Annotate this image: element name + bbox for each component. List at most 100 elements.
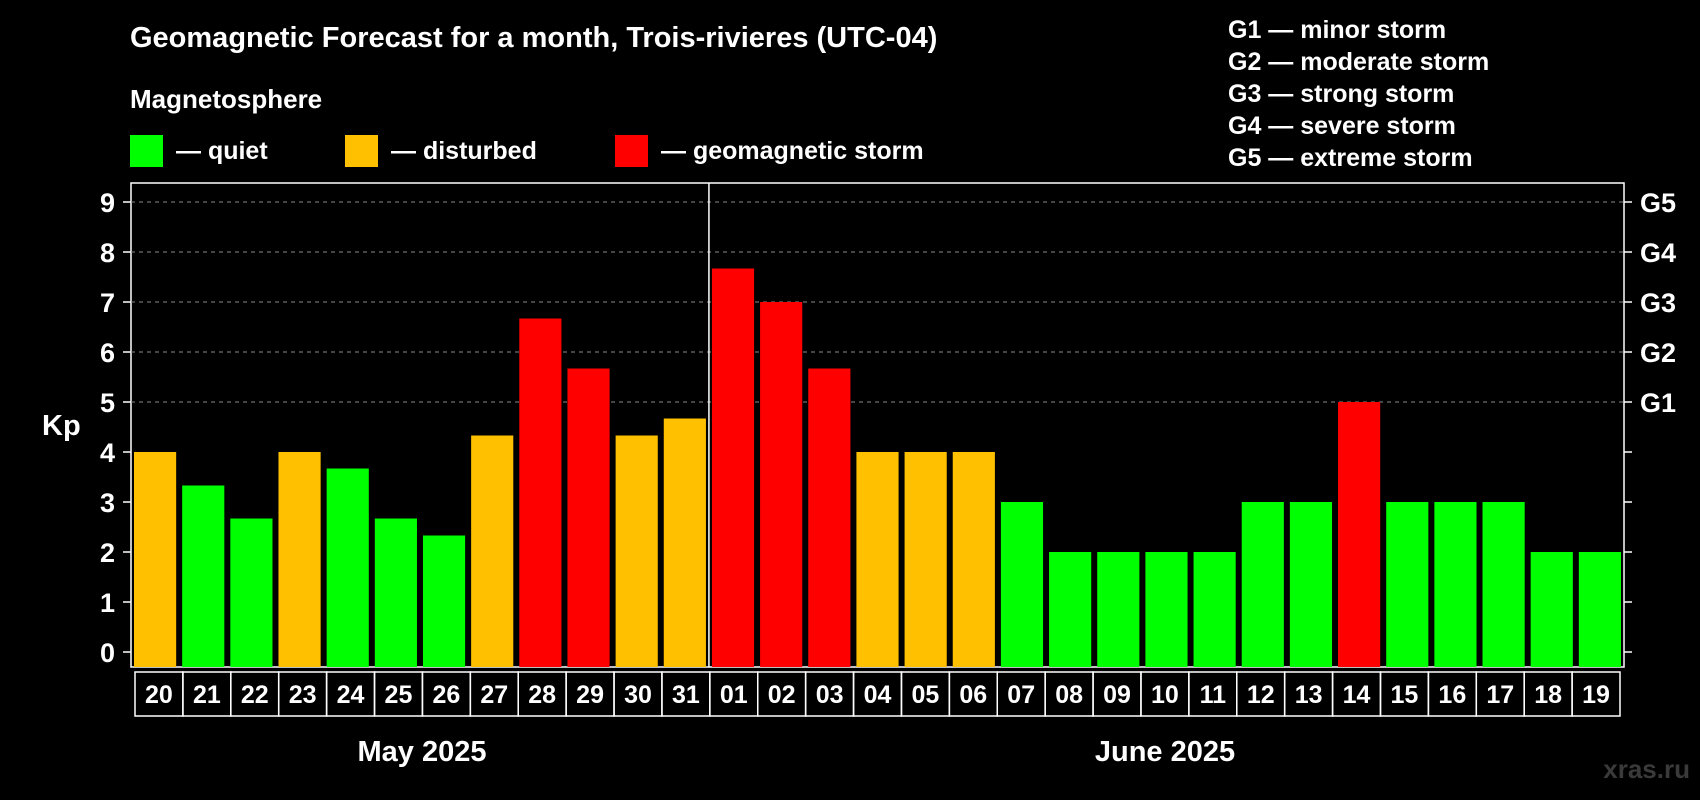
- date-label: 24: [337, 681, 365, 709]
- date-label: 27: [480, 681, 508, 709]
- bar: [1193, 552, 1236, 667]
- date-label: 04: [864, 681, 892, 709]
- g-scale-item: G1 — minor storm: [1228, 16, 1447, 44]
- legend-disturbed-label: — disturbed: [391, 136, 537, 165]
- bar: [230, 518, 273, 667]
- bar: [904, 452, 947, 667]
- bar: [519, 318, 562, 667]
- g-scale-item: G2 — moderate storm: [1228, 48, 1490, 76]
- date-label: 31: [672, 681, 700, 709]
- date-label: 19: [1582, 681, 1610, 709]
- bar: [134, 452, 177, 667]
- date-label: 28: [528, 681, 556, 709]
- bar: [326, 468, 369, 667]
- bar: [711, 268, 755, 667]
- bar: [1482, 502, 1525, 667]
- bar: [1530, 552, 1573, 667]
- g-scale-item: G5 — extreme storm: [1228, 144, 1473, 172]
- date-label: 11: [1200, 681, 1227, 709]
- y-tick-label: 4: [100, 438, 115, 468]
- chart-title: Geomagnetic Forecast for a month, Trois-…: [130, 22, 938, 54]
- bar: [856, 452, 899, 667]
- date-label: 09: [1103, 681, 1131, 709]
- bar: [1578, 552, 1621, 667]
- date-label: 08: [1055, 681, 1083, 709]
- month-label-may: May 2025: [357, 736, 487, 768]
- g-axis-label: G1: [1640, 388, 1676, 418]
- date-label: 22: [241, 681, 269, 709]
- bar: [422, 535, 466, 667]
- bar: [952, 452, 995, 667]
- quiet-swatch: [130, 135, 163, 167]
- y-tick-label: 9: [100, 188, 115, 218]
- y-tick-label: 2: [100, 538, 115, 568]
- date-label: 18: [1534, 681, 1562, 709]
- date-label: 25: [385, 681, 413, 709]
- date-label: 13: [1295, 681, 1323, 709]
- bar: [1434, 502, 1477, 667]
- bar: [278, 452, 321, 667]
- date-label: 15: [1391, 681, 1419, 709]
- y-tick-label: 3: [100, 488, 115, 518]
- legend-quiet: — quiet: [130, 135, 268, 167]
- date-label: 12: [1247, 681, 1275, 709]
- y-tick-label: 6: [100, 338, 115, 368]
- date-label: 01: [720, 681, 748, 709]
- legend-storm-label: — geomagnetic storm: [661, 136, 924, 165]
- bar: [1241, 502, 1284, 667]
- date-label: 07: [1007, 681, 1035, 709]
- g-scale-item: G4 — severe storm: [1228, 112, 1456, 140]
- bar: [1097, 552, 1140, 667]
- date-label: 21: [193, 681, 221, 709]
- legend-quiet-label: — quiet: [176, 136, 268, 165]
- bar: [1338, 402, 1381, 667]
- legend-storm: — geomagnetic storm: [615, 135, 924, 167]
- y-tick-label: 5: [100, 388, 115, 418]
- g-axis-label: G5: [1640, 188, 1676, 218]
- date-label: 17: [1486, 681, 1514, 709]
- date-label: 03: [816, 681, 844, 709]
- g-scale-legend: G1 — minor storm G2 — moderate storm G3 …: [1228, 14, 1489, 174]
- date-label: 10: [1151, 681, 1179, 709]
- y-tick-label: 8: [100, 238, 115, 268]
- date-label: 29: [576, 681, 604, 709]
- y-axis-label: Kp: [42, 410, 81, 442]
- g-scale-item: G3 — strong storm: [1228, 80, 1455, 108]
- bar: [471, 435, 514, 667]
- bar: [182, 485, 225, 667]
- date-cell: [1571, 671, 1621, 717]
- y-tick-label: 7: [100, 288, 115, 318]
- g-axis-label: G4: [1640, 238, 1676, 268]
- date-label: 06: [959, 681, 987, 709]
- y-tick-label: 1: [100, 588, 115, 618]
- bar: [663, 418, 706, 667]
- y-tick-label: 0: [100, 638, 115, 668]
- bar: [1145, 552, 1188, 667]
- bar: [615, 435, 658, 667]
- date-label: 30: [624, 681, 652, 709]
- legend-disturbed: — disturbed: [345, 135, 537, 167]
- legend-title: Magnetosphere: [130, 84, 323, 114]
- bar: [1386, 502, 1429, 667]
- month-label-june: June 2025: [1094, 736, 1236, 768]
- date-label: 23: [289, 681, 317, 709]
- date-label: 05: [911, 681, 939, 709]
- storm-swatch: [615, 135, 648, 167]
- bar: [808, 368, 851, 667]
- bar: [1289, 502, 1333, 667]
- date-label: 16: [1438, 681, 1466, 709]
- g-axis-label: G3: [1640, 288, 1676, 318]
- bar: [374, 518, 417, 667]
- date-label: 20: [145, 681, 173, 709]
- g-axis-label: G2: [1640, 338, 1676, 368]
- bar: [1049, 552, 1092, 667]
- date-label: 02: [768, 681, 796, 709]
- bar: [567, 368, 610, 667]
- bar: [1000, 502, 1044, 667]
- date-label: 14: [1343, 681, 1371, 709]
- date-label: 26: [432, 681, 460, 709]
- watermark: xras.ru: [1603, 754, 1690, 784]
- bar: [760, 302, 803, 667]
- disturbed-swatch: [345, 135, 378, 167]
